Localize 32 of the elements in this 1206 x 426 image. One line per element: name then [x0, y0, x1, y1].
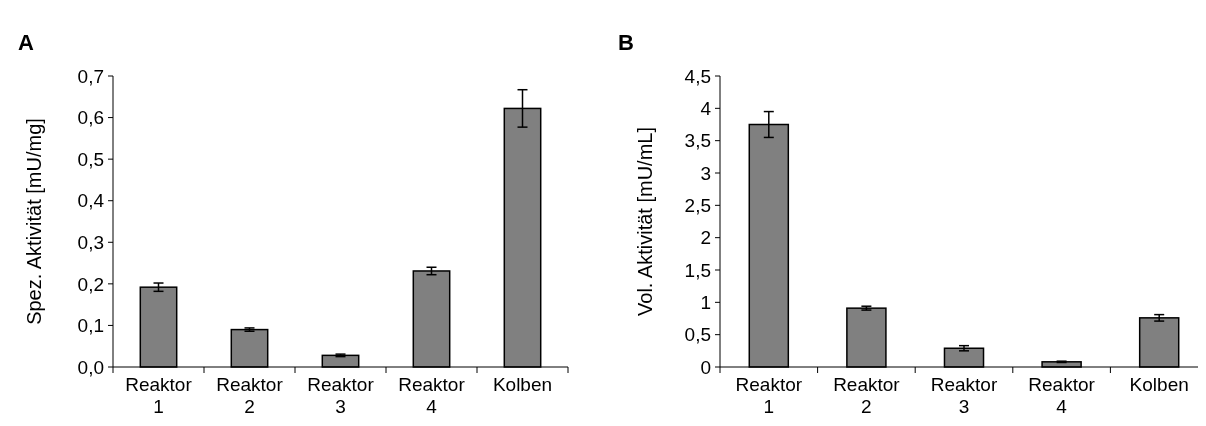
- y-tick-label: 4,5: [684, 65, 711, 87]
- x-tick-label: Reaktor 3: [930, 374, 998, 417]
- x-tick-label: Kolben: [492, 374, 553, 395]
- y-tick-label: 2,5: [684, 194, 711, 216]
- y-tick-label: 3: [700, 162, 711, 184]
- y-tick-label: 0,7: [77, 65, 104, 87]
- y-axis-title: Vol. Aktivität [mU/mL]: [634, 127, 656, 316]
- x-tick-label: Reaktor 4: [398, 374, 466, 417]
- x-tick-label: Reaktor 1: [125, 374, 193, 417]
- y-tick-label: 0,2: [77, 273, 104, 295]
- chart-title: B: [618, 30, 634, 55]
- y-tick-label: 0,3: [77, 231, 104, 253]
- y-tick-label: 0: [700, 356, 711, 378]
- x-tick-label: Reaktor 2: [216, 374, 284, 417]
- y-tick-label: 0,6: [77, 107, 104, 129]
- y-tick-label: 1,5: [684, 259, 711, 281]
- chart-title: A: [18, 30, 34, 55]
- y-tick-label: 4: [700, 97, 712, 119]
- y-tick-label: 0,4: [77, 190, 105, 212]
- y-tick-label: 0,5: [684, 324, 711, 346]
- x-tick-label: Reaktor 3: [307, 374, 375, 417]
- y-tick-label: 0,1: [77, 315, 104, 337]
- x-tick-label: Kolben: [1129, 374, 1189, 395]
- y-tick-label: 3,5: [684, 130, 711, 152]
- y-tick-label: 0,5: [77, 148, 104, 170]
- x-tick-label: Reaktor 4: [1028, 374, 1096, 417]
- x-tick-label: Reaktor 2: [833, 374, 901, 417]
- x-tick-label: Reaktor 1: [735, 374, 803, 417]
- y-tick-label: 0,0: [77, 356, 104, 378]
- y-tick-label: 1: [700, 291, 711, 313]
- y-axis-title: Spez. Aktivität [mU/mg]: [23, 118, 45, 325]
- y-tick-label: 2: [700, 227, 711, 249]
